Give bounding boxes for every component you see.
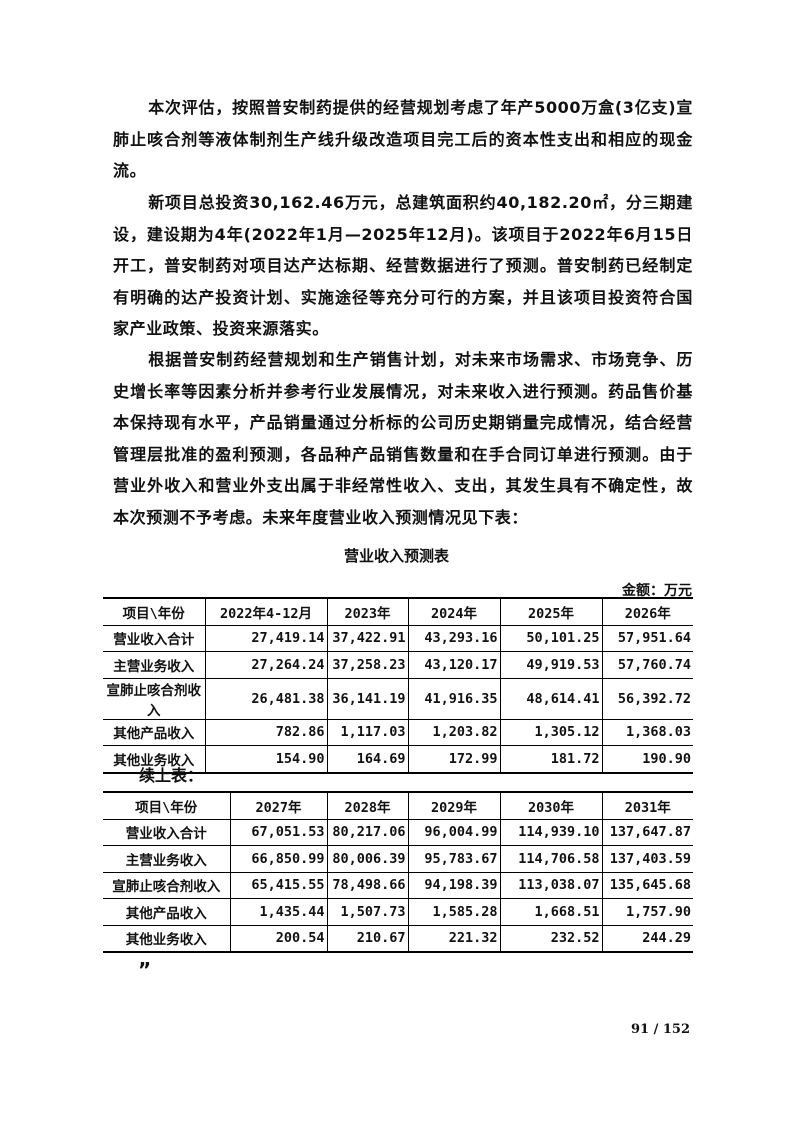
table-row: 其他业务收入 200.54 210.67 221.32 232.52 244.29 [103, 925, 693, 953]
table-cell: 41,916.35 [407, 678, 501, 720]
table-cell: 113,038.07 [499, 872, 603, 899]
table-cell: 114,706.58 [499, 845, 603, 873]
table-cell: 1,757.90 [601, 898, 693, 926]
column-header: 2030年 [499, 791, 603, 820]
paragraph-evaluation-basis: 本次评估，按照普安制药提供的经营规划考虑了年产5000万盒(3亿支)宣肺止咳合剂… [113, 98, 693, 180]
table-cell: 137,647.87 [601, 819, 693, 846]
table-cell: 43,293.16 [407, 625, 501, 652]
row-label: 其他业务收入 [103, 925, 231, 953]
table-cell: 232.52 [499, 925, 603, 953]
table-row: 主营业务收入 66,850.99 80,006.39 95,783.67 114,706… [103, 845, 693, 873]
row-label: 宣肺止咳合剂收入 [103, 678, 206, 720]
table-cell: 114,939.10 [499, 819, 603, 846]
row-label: 营业收入合计 [103, 819, 231, 846]
table-cell: 57,760.74 [601, 651, 693, 679]
table-cell: 57,951.64 [601, 625, 693, 652]
column-header: 2031年 [601, 791, 693, 820]
column-header: 2028年 [326, 791, 409, 820]
column-header: 项目\年份 [103, 597, 206, 626]
row-label: 主营业务收入 [103, 845, 231, 873]
table-cell: 1,368.03 [601, 719, 693, 746]
table-cell: 135,645.68 [601, 872, 693, 899]
row-label: 其他产品收入 [103, 898, 231, 926]
closing-quote: ” [138, 958, 152, 982]
table-cell: 244.29 [601, 925, 693, 953]
table-row: 其他产品收入 782.86 1,117.03 1,203.82 1,305.12 1,36… [103, 719, 693, 746]
table-cell: 96,004.99 [407, 819, 501, 846]
column-header: 2024年 [407, 597, 501, 626]
column-header: 2029年 [407, 791, 501, 820]
table-cell: 49,919.53 [499, 651, 603, 679]
table-cell: 190.90 [601, 745, 693, 774]
table-header-row: 项目\年份 2027年 2028年 2029年 2030年 2031年 [103, 791, 693, 820]
table-cell: 94,198.39 [407, 872, 501, 899]
table-cell: 37,422.91 [326, 625, 409, 652]
table-row: 其他产品收入 1,435.44 1,507.73 1,585.28 1,668.51 1,… [103, 898, 693, 926]
table-row: 宣肺止咳合剂收入 65,415.55 78,498.66 94,198.39 113,0… [103, 872, 693, 899]
row-label: 主营业务收入 [103, 651, 206, 679]
table-cell: 67,051.53 [229, 819, 328, 846]
table-cell: 48,614.41 [499, 678, 603, 720]
table-cell: 56,392.72 [601, 678, 693, 720]
page-number: 91 / 152 [630, 1022, 690, 1037]
table-cell: 221.32 [407, 925, 501, 953]
table-cell: 200.54 [229, 925, 328, 953]
table-cell: 50,101.25 [499, 625, 603, 652]
table-cell: 1,117.03 [326, 719, 409, 746]
table-cell: 80,217.06 [326, 819, 409, 846]
table-cell: 181.72 [499, 745, 603, 774]
table-cell: 27,264.24 [204, 651, 328, 679]
table-row: 宣肺止咳合剂收入 26,481.38 36,141.19 41,916.35 48,61… [103, 678, 693, 720]
table-cell: 782.86 [204, 719, 328, 746]
column-header: 项目\年份 [103, 791, 231, 820]
table-cell: 1,585.28 [407, 898, 501, 926]
table-row: 其他业务收入 154.90 164.69 172.99 181.72 190.90 [103, 745, 693, 774]
table-cell: 26,481.38 [204, 678, 328, 720]
table-cell: 37,258.23 [326, 651, 409, 679]
row-label: 营业收入合计 [103, 625, 206, 652]
revenue-forecast-table-2022-2026: 项目\年份 2022年4-12月 2023年 2024年 2025年 2026年 营业收入合… [103, 597, 693, 774]
table-cell: 154.90 [204, 745, 328, 774]
table-cell: 66,850.99 [229, 845, 328, 873]
table-title: 营业收入预测表 [343, 547, 449, 565]
table-row: 营业收入合计 27,419.14 37,422.91 43,293.16 50,101.… [103, 625, 693, 652]
table-cell: 210.67 [326, 925, 409, 953]
column-header: 2027年 [229, 791, 328, 820]
row-label: 其他业务收入 [103, 745, 206, 774]
table-cell: 172.99 [407, 745, 501, 774]
table-cell: 1,435.44 [229, 898, 328, 926]
table-cell: 36,141.19 [326, 678, 409, 720]
table-header-row: 项目\年份 2022年4-12月 2023年 2024年 2025年 2026年 [103, 597, 693, 626]
table-cell: 27,419.14 [204, 625, 328, 652]
continued-label: 续上表： [139, 766, 204, 785]
table-cell: 1,507.73 [326, 898, 409, 926]
table-cell: 137,403.59 [601, 845, 693, 873]
table-cell: 1,203.82 [407, 719, 501, 746]
table-cell: 1,668.51 [499, 898, 603, 926]
table-cell: 164.69 [326, 745, 409, 774]
table-cell: 65,415.55 [229, 872, 328, 899]
row-label: 其他产品收入 [103, 719, 206, 746]
table-cell: 43,120.17 [407, 651, 501, 679]
table-row: 营业收入合计 67,051.53 80,217.06 96,004.99 114,939… [103, 819, 693, 846]
unit-label: 金额：万元 [622, 583, 692, 599]
table-cell: 80,006.39 [326, 845, 409, 873]
table-cell: 95,783.67 [407, 845, 501, 873]
paragraph-revenue-forecast: 根据普安制药经营规划和生产销售计划，对未来市场需求、市场竞争、历史增长率等因素分… [113, 350, 693, 527]
column-header: 2023年 [326, 597, 409, 626]
paragraph-project-investment: 新项目总投资30,162.46万元，总建筑面积约40,182.20㎡，分三期建设… [113, 193, 693, 338]
row-label: 宣肺止咳合剂收入 [103, 872, 231, 899]
column-header: 2026年 [601, 597, 693, 626]
column-header: 2022年4-12月 [204, 597, 328, 626]
revenue-forecast-table-2027-2031: 项目\年份 2027年 2028年 2029年 2030年 2031年 营业收入合计 67,0… [103, 791, 693, 953]
column-header: 2025年 [499, 597, 603, 626]
table-row: 主营业务收入 27,264.24 37,258.23 43,120.17 49,919.… [103, 651, 693, 679]
table-cell: 78,498.66 [326, 872, 409, 899]
table-cell: 1,305.12 [499, 719, 603, 746]
